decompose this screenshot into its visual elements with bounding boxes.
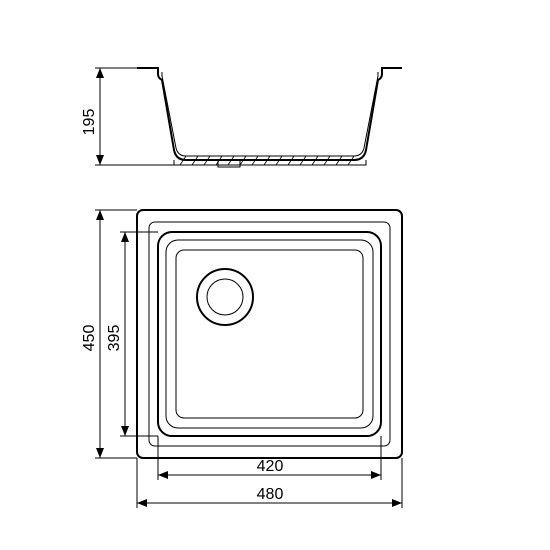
dim-outer-h-label: 450	[81, 325, 98, 352]
section-view	[137, 68, 402, 167]
dim-inner-w-label: 420	[257, 458, 284, 475]
dim-inner-h: 395	[106, 232, 158, 436]
plan-view	[137, 210, 402, 458]
dim-outer-w-label: 480	[257, 486, 284, 503]
dim-depth: 195	[81, 68, 174, 165]
dim-inner-h-label: 395	[106, 325, 123, 352]
dim-depth-label: 195	[81, 109, 98, 136]
